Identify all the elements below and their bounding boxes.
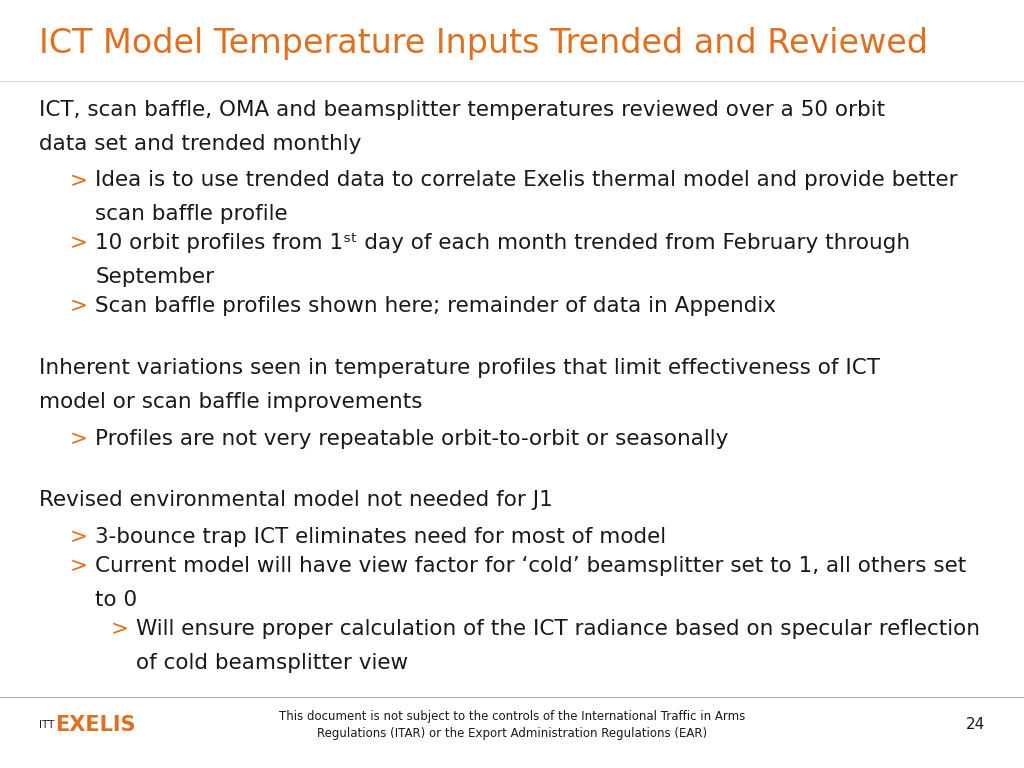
Text: to 0: to 0 [95, 590, 137, 610]
Text: Scan baffle profiles shown here; remainder of data in Appendix: Scan baffle profiles shown here; remaind… [95, 296, 776, 316]
Text: >: > [70, 233, 88, 253]
Text: of cold beamsplitter view: of cold beamsplitter view [136, 653, 409, 673]
Text: Will ensure proper calculation of the ICT radiance based on specular reflection: Will ensure proper calculation of the IC… [136, 619, 980, 639]
Text: ICT Model Temperature Inputs Trended and Reviewed: ICT Model Temperature Inputs Trended and… [39, 27, 928, 60]
Text: >: > [70, 170, 88, 190]
Text: scan baffle profile: scan baffle profile [95, 204, 288, 224]
Text: 3-bounce trap ICT eliminates need for most of model: 3-bounce trap ICT eliminates need for mo… [95, 527, 667, 547]
Text: Revised environmental model not needed for J1: Revised environmental model not needed f… [39, 490, 553, 510]
Text: Current model will have view factor for ‘cold’ beamsplitter set to 1, all others: Current model will have view factor for … [95, 556, 967, 576]
Text: 24: 24 [966, 717, 985, 733]
Text: >: > [70, 527, 88, 547]
Text: >: > [111, 619, 129, 639]
Text: 10 orbit profiles from 1ˢᵗ day of each month trended from February through: 10 orbit profiles from 1ˢᵗ day of each m… [95, 233, 910, 253]
Text: This document is not subject to the controls of the International Traffic in Arm: This document is not subject to the cont… [279, 710, 745, 740]
Text: ITT: ITT [39, 720, 54, 730]
Text: ICT, scan baffle, OMA and beamsplitter temperatures reviewed over a 50 orbit: ICT, scan baffle, OMA and beamsplitter t… [39, 100, 885, 120]
Text: EXELIS: EXELIS [55, 715, 136, 735]
Text: September: September [95, 267, 214, 287]
Text: >: > [70, 296, 88, 316]
Text: Inherent variations seen in temperature profiles that limit effectiveness of ICT: Inherent variations seen in temperature … [39, 358, 880, 378]
Text: Profiles are not very repeatable orbit-to-orbit or seasonally: Profiles are not very repeatable orbit-t… [95, 429, 729, 449]
Text: >: > [70, 556, 88, 576]
Text: data set and trended monthly: data set and trended monthly [39, 134, 361, 154]
Text: >: > [70, 429, 88, 449]
Text: model or scan baffle improvements: model or scan baffle improvements [39, 392, 423, 412]
Text: Idea is to use trended data to correlate Exelis thermal model and provide better: Idea is to use trended data to correlate… [95, 170, 957, 190]
